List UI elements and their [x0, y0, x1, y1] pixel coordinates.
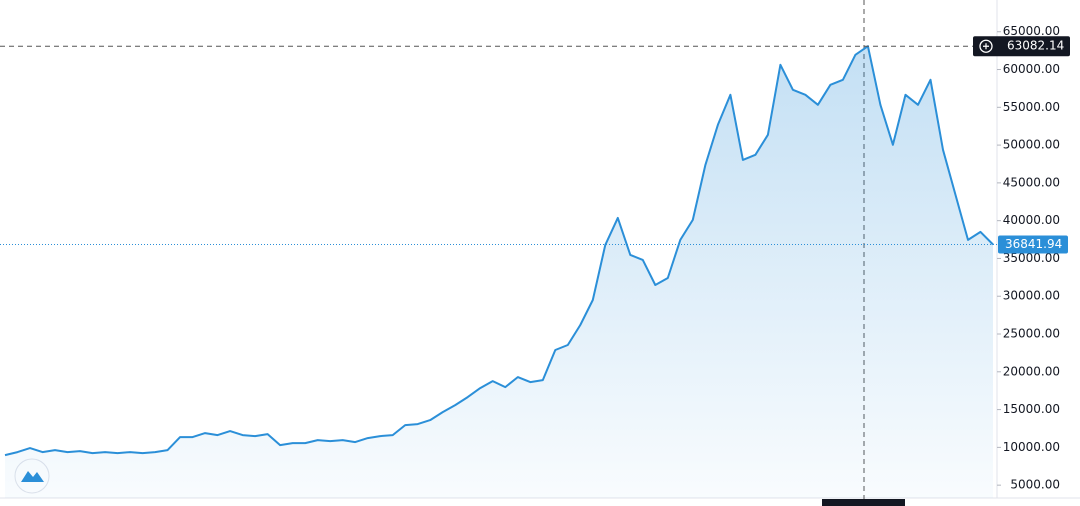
- y-tick-label: 65000.00: [1003, 24, 1060, 38]
- y-tick-label: 30000.00: [1003, 289, 1060, 303]
- y-tick-label: 15000.00: [1003, 402, 1060, 416]
- y-tick-label: 50000.00: [1003, 138, 1060, 152]
- last-price-box: [998, 235, 1068, 254]
- y-tick-label: 60000.00: [1003, 62, 1060, 76]
- crosshair-price-label: 63082.14: [1007, 39, 1064, 53]
- area-fill: [5, 46, 993, 498]
- y-tick-label: 35000.00: [1003, 251, 1060, 265]
- y-tick-label: 45000.00: [1003, 175, 1060, 189]
- y-tick-label: 40000.00: [1003, 213, 1060, 227]
- alert-plus: [983, 43, 989, 50]
- time-label-box: [822, 499, 905, 506]
- y-tick-label: 55000.00: [1003, 100, 1060, 114]
- y-tick-label: 20000.00: [1003, 364, 1060, 378]
- y-tick-label: 25000.00: [1003, 327, 1060, 341]
- alert-icon: [979, 39, 993, 53]
- crosshair-price-box: [973, 36, 1070, 57]
- y-tick-label: 5000.00: [1010, 478, 1060, 492]
- y-tick-label: 10000.00: [1003, 440, 1060, 454]
- price-line: [4, 45, 994, 457]
- last-price-label: 36841.94: [1005, 237, 1062, 251]
